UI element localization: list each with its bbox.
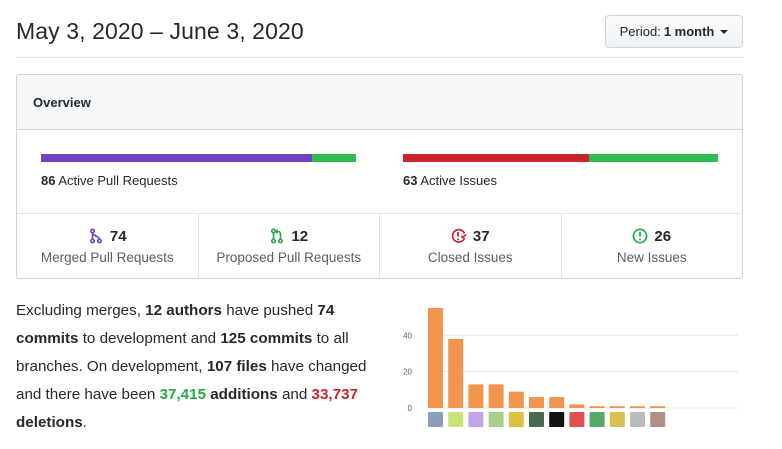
author-avatar[interactable] (650, 412, 666, 427)
active-issues-text: Active Issues (420, 173, 497, 188)
chart-bar[interactable] (650, 406, 666, 408)
summary-authors: 12 authors (145, 302, 222, 319)
overview-stats: 74 Merged Pull Requests 12 Proposed Pull… (17, 214, 742, 278)
issue-closed-icon (451, 228, 467, 243)
summary-text-3: to development and (78, 330, 221, 347)
active-pull-requests-count: 86 (41, 173, 56, 188)
chart-bar[interactable] (630, 406, 645, 408)
git-merge-icon (89, 228, 102, 244)
period-value: 1 month (663, 24, 715, 39)
author-avatar[interactable] (448, 412, 464, 427)
active-issues-count: 63 (403, 173, 418, 188)
commits-by-author-chart: 0 20 40 (403, 308, 738, 427)
chart-bar[interactable] (529, 397, 544, 408)
git-pull-request-icon (271, 228, 284, 244)
open-pr-segment (311, 154, 356, 162)
author-avatar[interactable] (569, 412, 585, 427)
stat-merged-count: 74 (109, 227, 127, 245)
author-avatar[interactable] (609, 412, 625, 427)
overview-box: Overview 86 Active Pull Requests 63 Acti… (16, 74, 743, 279)
summary-text-6: and (277, 386, 312, 403)
chart-bar[interactable] (569, 404, 585, 408)
commit-summary: Excluding merges, 12 authors have pushed… (16, 297, 376, 437)
summary-text-5: have changed and there have been (16, 358, 367, 403)
author-avatar[interactable] (428, 412, 443, 427)
chart-y-tick-label: 0 (408, 404, 413, 413)
closed-issues-segment (403, 154, 589, 162)
stat-proposed-count: 12 (291, 227, 309, 245)
chart-bar[interactable] (609, 406, 625, 408)
summary-text-7: . (82, 414, 87, 431)
active-pull-requests-label[interactable]: 86 Active Pull Requests (41, 173, 178, 188)
author-avatar[interactable] (488, 412, 504, 427)
author-avatar[interactable] (508, 412, 524, 427)
merged-pr-segment (41, 154, 312, 162)
chart-bar[interactable] (589, 406, 605, 408)
stat-merged-pull-requests[interactable]: 74 Merged Pull Requests (17, 214, 199, 278)
stat-closed-issues[interactable]: 37 Closed Issues (380, 214, 562, 278)
issues-progress-bar[interactable] (403, 154, 718, 162)
period-select-button[interactable]: Period: 1 month (605, 15, 743, 48)
stat-new-issues[interactable]: 26 New Issues (562, 214, 743, 278)
author-avatar[interactable] (468, 412, 484, 427)
caret-down-icon (720, 30, 729, 34)
chart-bar[interactable] (468, 384, 484, 408)
summary-deletions-word: deletions (16, 414, 83, 431)
chart-y-tick-label: 20 (403, 368, 412, 377)
summary-files: 107 files (206, 358, 267, 375)
issue-opened-icon (632, 228, 648, 244)
stat-proposed-pull-requests[interactable]: 12 Proposed Pull Requests (199, 214, 380, 278)
summary-additions-count: 37,415 (159, 386, 207, 403)
pull-requests-progress-bar[interactable] (41, 154, 356, 162)
period-label: Period: (619, 24, 661, 39)
summary-deletions-count: 33,737 (311, 386, 358, 403)
author-avatar[interactable] (549, 412, 565, 427)
stat-new-count: 26 (654, 227, 672, 245)
summary-additions-word: additions (206, 386, 278, 403)
chart-bar[interactable] (448, 338, 464, 408)
active-issues-label[interactable]: 63 Active Issues (403, 173, 497, 188)
stat-closed-label: Closed Issues (427, 249, 513, 265)
active-pull-requests-text: Active Pull Requests (58, 173, 178, 188)
summary-commits-all: 125 commits (220, 330, 313, 347)
date-range-title: May 3, 2020 – June 3, 2020 (16, 18, 304, 44)
chart-bar[interactable] (428, 308, 443, 408)
summary-text-4: to all branches. On development, (16, 330, 349, 375)
overview-header: Overview (17, 75, 742, 130)
summary-text-1: Excluding merges, (16, 302, 146, 319)
author-avatar[interactable] (529, 412, 544, 427)
author-avatar[interactable] (589, 412, 605, 427)
chart-bar[interactable] (549, 397, 565, 408)
summary-text-2: have pushed (221, 302, 318, 319)
stat-closed-count: 37 (472, 227, 490, 245)
author-avatar[interactable] (630, 412, 645, 427)
page-header: May 3, 2020 – June 3, 2020 Period: 1 mon… (16, 0, 743, 58)
chart-bar[interactable] (488, 384, 504, 408)
stat-new-label: New Issues (616, 249, 687, 265)
summary-commits-development: 74 commits (16, 302, 335, 347)
overview-title: Overview (33, 94, 91, 110)
open-issues-segment (588, 154, 718, 162)
stat-proposed-label: Proposed Pull Requests (216, 249, 362, 265)
chart-bar[interactable] (508, 391, 524, 408)
stat-merged-label: Merged Pull Requests (40, 249, 174, 265)
chart-y-tick-label: 40 (403, 331, 412, 340)
overview-bars: 86 Active Pull Requests 63 Active Issues (17, 130, 742, 214)
